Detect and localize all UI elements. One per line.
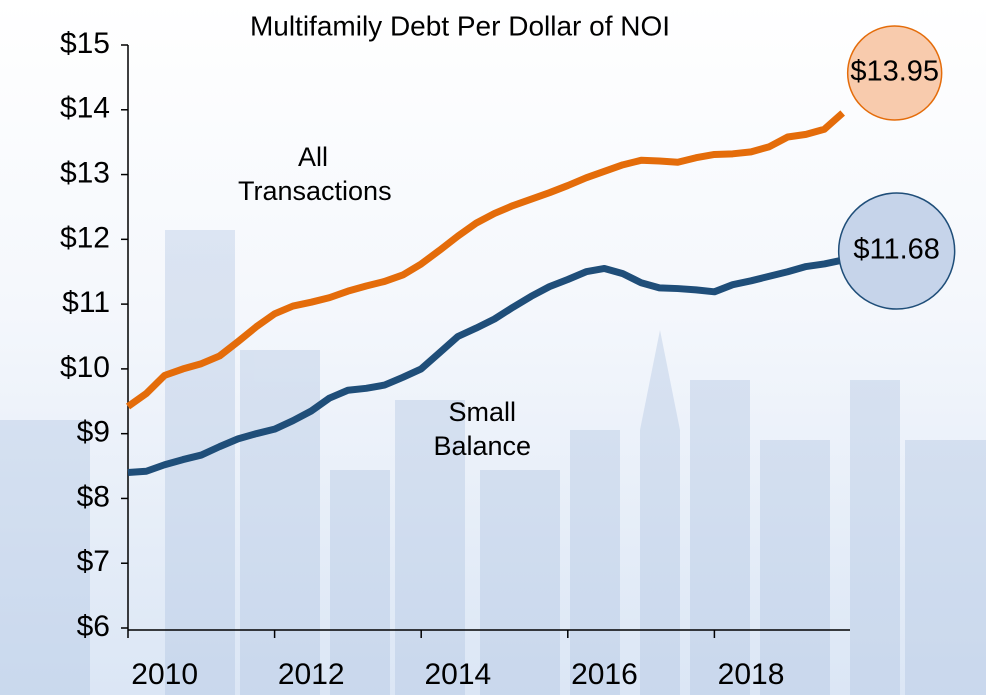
y-tick-label: $8: [77, 480, 110, 513]
series-line: [125, 110, 845, 410]
skyline: [0, 230, 986, 695]
y-tick-label: $14: [60, 92, 110, 125]
end-marker: [837, 192, 956, 310]
series-label: All Transactions: [238, 142, 392, 206]
y-tick-label: $15: [60, 27, 110, 60]
x-tick-label: 2014: [424, 658, 491, 691]
y-tick-label: $7: [77, 545, 110, 578]
series-label: Small Balance: [433, 397, 532, 461]
end-label: $11.68: [853, 234, 940, 266]
chart-title: Multifamily Debt Per Dollar of NOI: [250, 10, 670, 41]
y-tick-label: $9: [77, 416, 110, 449]
end-marker: [846, 25, 943, 121]
y-tick-label: $10: [60, 351, 110, 384]
x-tick-label: 2012: [278, 658, 345, 691]
x-tick-label: 2018: [718, 658, 785, 691]
x-tick-label: 2010: [131, 658, 198, 691]
y-tick-label: $6: [77, 610, 110, 643]
y-tick-label: $13: [60, 156, 110, 189]
y-tick-label: $12: [60, 221, 110, 254]
y-tick-label: $11: [62, 286, 110, 319]
x-tick-label: 2016: [571, 658, 638, 691]
series-line: [127, 256, 844, 477]
end-label: $13.95: [850, 56, 939, 88]
